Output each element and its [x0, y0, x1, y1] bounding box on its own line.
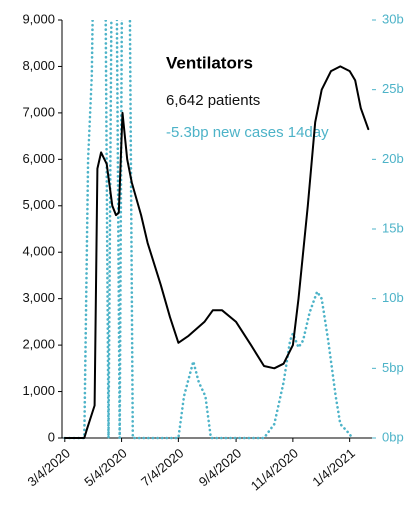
y-tick-label: 2,000 — [22, 337, 55, 352]
y-tick-label: 5,000 — [22, 197, 55, 212]
y-tick-label: 1,000 — [22, 383, 55, 398]
annotation-title: Ventilators — [166, 53, 253, 72]
y2-tick-label: 10b — [382, 290, 404, 305]
series-line — [63, 20, 354, 440]
y2-tick-label: 15b — [382, 220, 404, 235]
y2-tick-label: 25b — [382, 81, 404, 96]
y2-tick-label: 30b — [382, 11, 404, 26]
plot-area — [63, 20, 370, 440]
series-line — [63, 65, 370, 439]
y-tick-label: 8,000 — [22, 58, 55, 73]
y-tick-label: 6,000 — [22, 151, 55, 166]
y-tick-label: 0 — [48, 429, 55, 444]
y-tick-label: 7,000 — [22, 104, 55, 119]
x-tick-label: 9/4/2020 — [196, 445, 244, 489]
x-tick-label: 3/4/2020 — [25, 445, 73, 489]
x-tick-label: 1/4/2021 — [309, 445, 357, 489]
annotation-cases: -5.3bp new cases 14day — [166, 124, 329, 141]
y2-tick-label: 5bp — [382, 360, 404, 375]
y-tick-label: 9,000 — [22, 11, 55, 26]
x-tick-label: 11/4/2020 — [248, 445, 301, 493]
y2-tick-label: 20b — [382, 151, 404, 166]
y-tick-label: 3,000 — [22, 290, 55, 305]
x-tick-label: 5/4/2020 — [81, 445, 129, 489]
y2-tick-label: 0bp — [382, 429, 404, 444]
x-tick-label: 7/4/2020 — [138, 445, 186, 489]
y-tick-label: 4,000 — [22, 244, 55, 259]
annotation-patients: 6,642 patients — [166, 92, 260, 109]
